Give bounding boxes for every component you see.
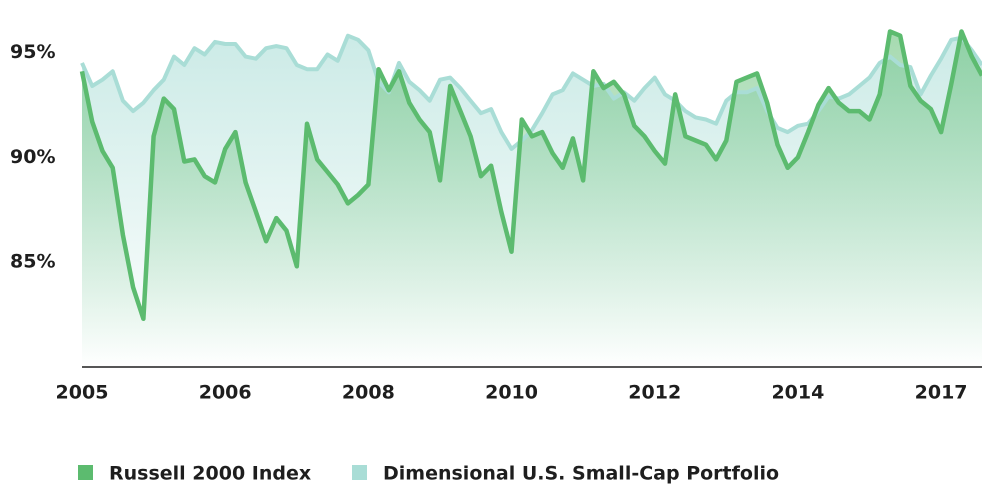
legend-label: Russell 2000 Index bbox=[109, 463, 311, 485]
legend-swatch bbox=[78, 465, 93, 480]
line bbox=[80, 33, 982, 151]
x-tick-label: 2010 bbox=[485, 382, 538, 404]
x-tick-label: 2005 bbox=[56, 382, 109, 404]
x-tick-label: 2006 bbox=[199, 382, 252, 404]
x-tick-label: 2008 bbox=[342, 382, 395, 404]
y-tick-label: 95% bbox=[10, 41, 55, 63]
y-tick-label: 90% bbox=[10, 146, 55, 168]
line bbox=[79, 29, 982, 322]
y-tick-label: 85% bbox=[10, 251, 55, 273]
x-tick-label: 2017 bbox=[915, 382, 968, 404]
legend-swatch bbox=[352, 465, 367, 480]
x-tick-label: 2014 bbox=[771, 382, 824, 404]
legend-label: Dimensional U.S. Small-Cap Portfolio bbox=[383, 463, 779, 485]
x-tick-label: 2012 bbox=[628, 382, 681, 404]
area bbox=[82, 31, 982, 367]
